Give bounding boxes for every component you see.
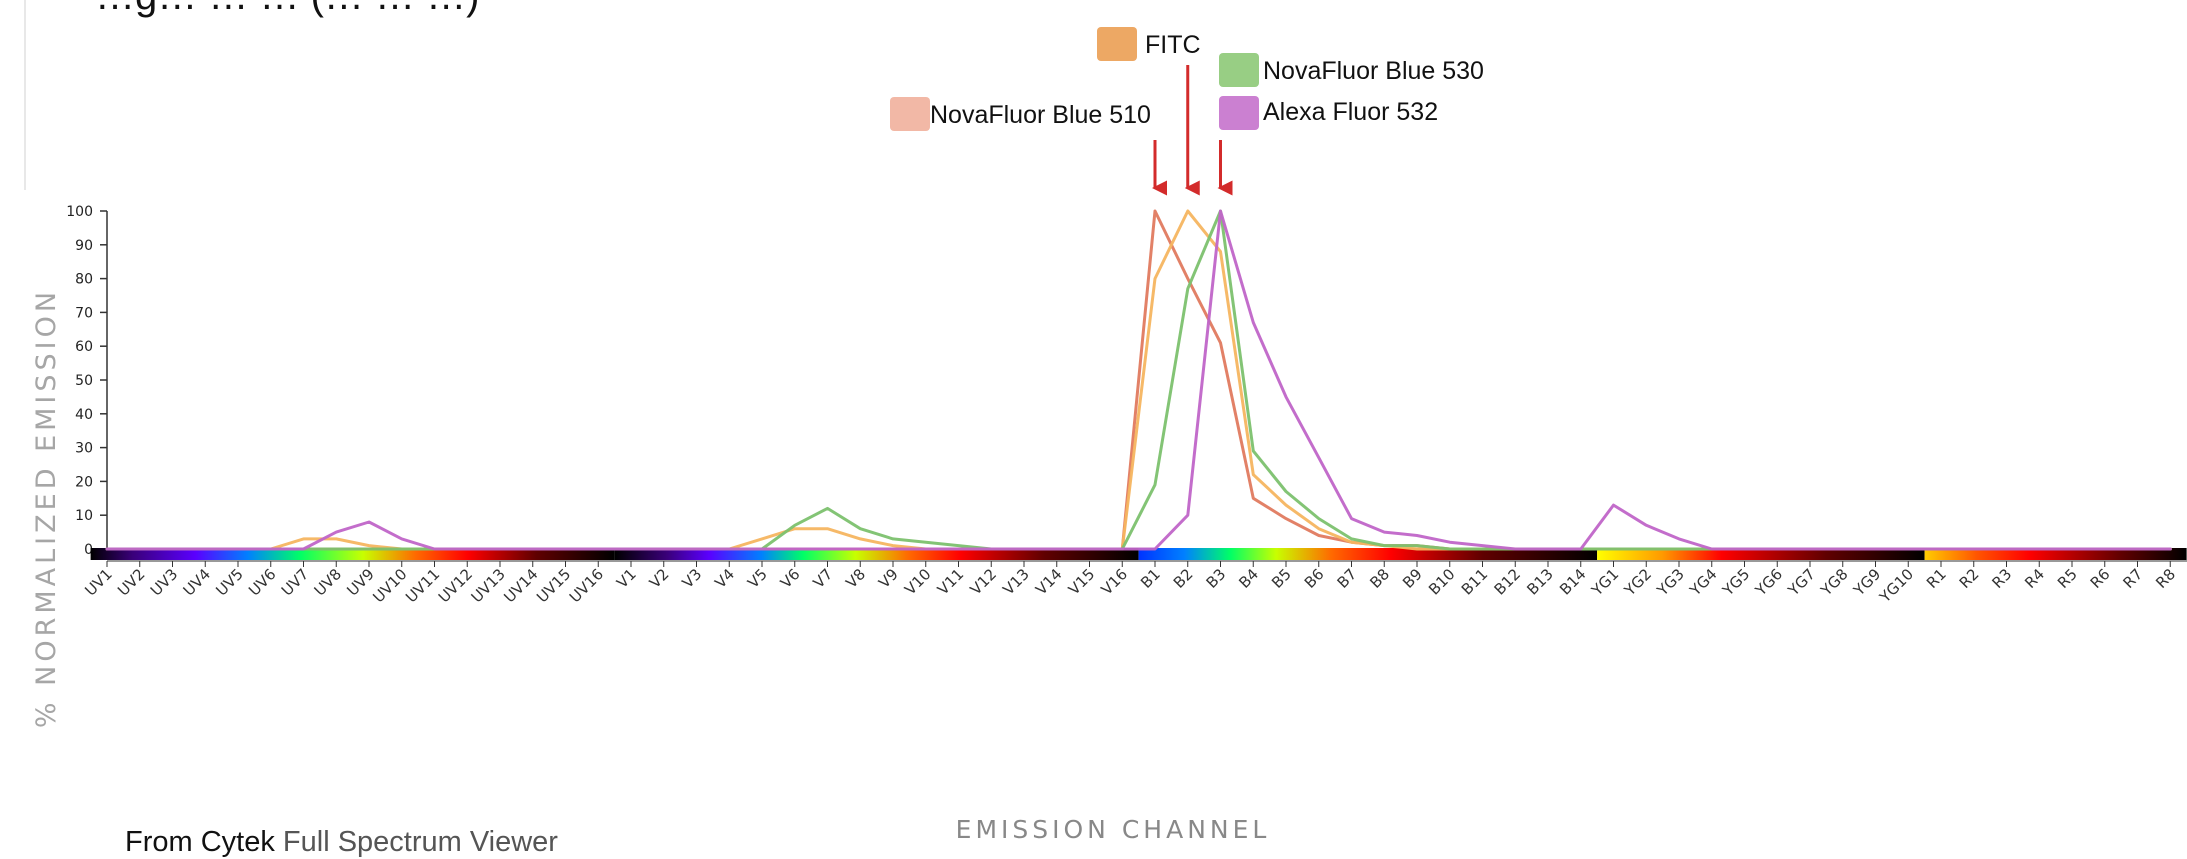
x-tick-label: UV14	[500, 565, 541, 606]
x-tick-label: V7	[810, 565, 837, 592]
x-tick-label: UV7	[278, 565, 313, 600]
y-tick-label: 20	[75, 474, 93, 490]
legend-swatch-novafluor-blue-510	[890, 97, 930, 131]
legend-label-alexa-fluor-532: Alexa Fluor 532	[1263, 98, 1439, 126]
x-tick-label: V9	[875, 565, 902, 592]
x-tick-label: UV1	[81, 565, 116, 600]
x-tick-label: B2	[1170, 565, 1197, 592]
x-tick-label: YG6	[1751, 565, 1786, 600]
x-tick-label: V16	[1098, 565, 1131, 598]
y-tick-label: 70	[75, 305, 93, 321]
y-tick-label: 90	[75, 238, 93, 254]
x-tick-label: UV12	[435, 565, 476, 606]
x-tick-label: V8	[842, 565, 869, 592]
x-tick-label: B12	[1491, 565, 1525, 599]
legend-swatch-novafluor-blue-530	[1219, 53, 1259, 87]
x-tick-label: V15	[1065, 565, 1098, 598]
x-tick-label: V11	[934, 565, 967, 598]
x-tick-label: UV5	[212, 565, 247, 600]
x-tick-label: R2	[1956, 565, 1983, 592]
x-tick-label: UV2	[114, 565, 149, 600]
y-axis-label: % NORMALIZED EMISSION	[31, 288, 62, 728]
x-axis-label: EMISSION CHANNEL	[956, 815, 1271, 844]
x-tick-label: UV15	[533, 565, 574, 606]
legend-swatch-fitc	[1097, 27, 1137, 61]
page-heading-fragment: …g… … … (… … …)	[95, 0, 479, 19]
series-line-novafluor-blue-510	[105, 209, 2172, 551]
x-tick-label: V10	[901, 565, 934, 598]
detector-band-uv	[90, 548, 615, 560]
x-tick-label: V4	[711, 565, 738, 592]
x-tick-label: B11	[1458, 565, 1492, 599]
x-tick-label: UV10	[369, 565, 410, 606]
detector-band-b	[1138, 548, 1598, 560]
x-tick-label: YG7	[1784, 565, 1819, 600]
x-tick-label: YG1	[1587, 565, 1622, 600]
x-tick-label: YG10	[1875, 565, 1917, 607]
x-tick-label: UV11	[402, 565, 443, 606]
x-tick-label: R4	[2021, 565, 2048, 592]
x-tick-label: YG5	[1718, 565, 1753, 600]
x-tick-label: V14	[1032, 565, 1065, 598]
source-note: From Cytek Full Spectrum Viewer	[125, 826, 558, 859]
x-tick-label: B1	[1137, 565, 1164, 592]
x-tick-label: R5	[2054, 565, 2081, 592]
legend-swatch-alexa-fluor-532	[1219, 96, 1259, 130]
legend-label-novafluor-blue-530: NovaFluor Blue 530	[1263, 57, 1484, 85]
x-tick-label: R8	[2152, 565, 2179, 592]
x-tick-label: UV13	[468, 565, 509, 606]
y-tick-label: 60	[75, 339, 93, 355]
x-tick-label: B3	[1203, 565, 1230, 592]
x-tick-label: B14	[1556, 565, 1590, 599]
x-tick-label: R7	[2119, 565, 2146, 592]
x-tick-label: R6	[2087, 565, 2114, 592]
y-tick-label: 100	[66, 204, 93, 220]
x-tick-label: UV16	[566, 565, 607, 606]
x-tick-label: B8	[1366, 565, 1393, 592]
x-tick-label: B10	[1425, 565, 1459, 599]
detector-band-r	[1924, 548, 2187, 560]
legend-label-novafluor-blue-510: NovaFluor Blue 510	[930, 101, 1151, 129]
detector-band-v	[614, 548, 1139, 560]
source-prefix: From Cytek	[125, 826, 275, 858]
detector-band-yg	[1597, 548, 1925, 560]
x-tick-label: UV4	[180, 565, 215, 600]
y-tick-label: 40	[75, 407, 93, 423]
top-divider	[24, 0, 26, 190]
x-tick-label: YG4	[1686, 565, 1721, 600]
y-tick-label: 50	[75, 373, 93, 389]
x-tick-label: B4	[1235, 565, 1262, 592]
x-tick-label: V1	[613, 565, 640, 592]
source-link[interactable]: Full Spectrum Viewer	[282, 826, 558, 858]
x-tick-label: YG2	[1620, 565, 1655, 600]
x-tick-label: UV8	[311, 565, 346, 600]
x-tick-label: V5	[744, 565, 771, 592]
x-tick-label: B7	[1334, 565, 1361, 592]
x-tick-label: B6	[1301, 565, 1328, 592]
x-tick-label: R3	[1988, 565, 2015, 592]
x-tick-label: UV6	[245, 565, 280, 600]
series-line-alexa-fluor-532	[105, 209, 2172, 551]
x-tick-label: V13	[999, 565, 1032, 598]
x-tick-label: V3	[679, 565, 706, 592]
x-tick-label: V12	[967, 565, 1000, 598]
x-tick-label: V2	[646, 565, 673, 592]
x-tick-label: YG3	[1653, 565, 1688, 600]
x-tick-label: UV3	[147, 565, 182, 600]
x-tick-label: R1	[1923, 565, 1950, 592]
legend-label-fitc: FITC	[1145, 31, 1201, 59]
x-tick-label: V6	[777, 565, 804, 592]
x-tick-label: B5	[1268, 565, 1295, 592]
y-tick-label: 80	[75, 272, 93, 288]
x-tick-label: YG8	[1817, 565, 1852, 600]
x-tick-label: B13	[1523, 565, 1557, 599]
x-tick-label: B9	[1399, 565, 1426, 592]
y-tick-label: 0	[84, 542, 93, 558]
y-tick-label: 30	[75, 441, 93, 457]
y-tick-label: 10	[75, 508, 93, 524]
